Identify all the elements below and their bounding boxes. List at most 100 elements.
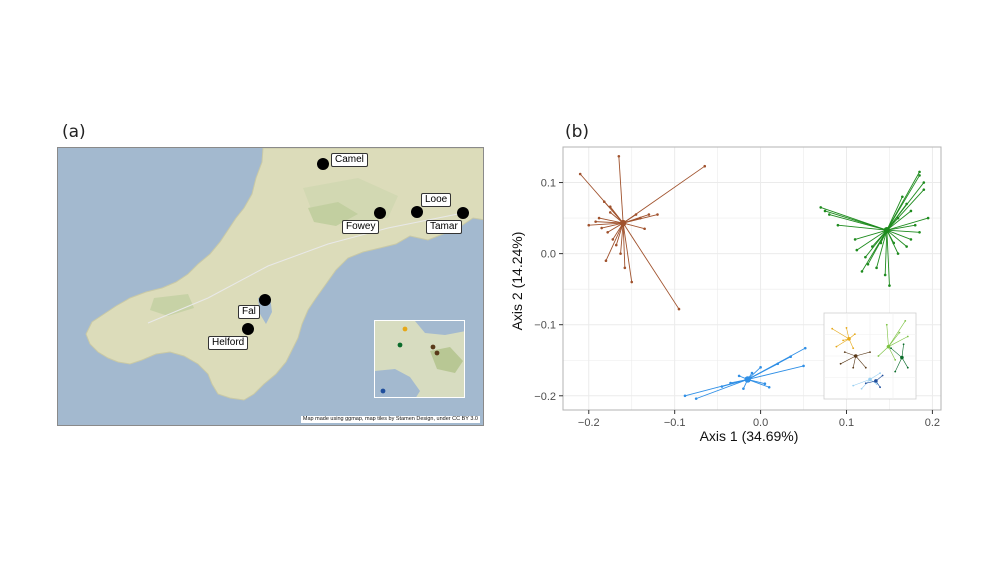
data-point-green: [864, 255, 867, 259]
inset-point: [852, 384, 855, 387]
inset-spoke: [878, 346, 889, 357]
data-point-brown: [619, 252, 622, 255]
spoke-line-green: [854, 229, 888, 240]
inset-point: [885, 323, 888, 326]
data-point-green: [823, 209, 827, 213]
inset-spoke: [901, 344, 904, 358]
inset-point: [898, 331, 901, 334]
inset-centroid: [874, 379, 878, 383]
data-point-brown: [703, 164, 707, 168]
spoke-line-blue: [696, 379, 748, 400]
spoke-line-brown: [588, 222, 624, 226]
data-point-green: [896, 216, 900, 220]
inset-centroid: [886, 344, 891, 349]
site-dot-tamar: [457, 207, 469, 219]
data-point-brown: [602, 200, 606, 204]
site-label-looe: Looe: [421, 193, 452, 207]
spoke-line-green: [856, 229, 888, 251]
data-point-green: [860, 270, 864, 273]
spoke-line-green: [886, 196, 903, 231]
data-point-green: [926, 216, 930, 220]
inset-point: [906, 366, 909, 369]
data-point-brown: [630, 280, 634, 284]
site-label-fowey: Fowey: [342, 220, 380, 234]
spoke-line-brown: [622, 222, 680, 310]
data-point-brown: [606, 230, 609, 234]
data-point-brown: [639, 216, 642, 220]
data-point-blue: [776, 362, 780, 366]
inset-spoke: [888, 336, 908, 347]
inset-point: [853, 333, 856, 336]
data-point-green: [888, 284, 891, 287]
data-point-blue: [694, 397, 698, 400]
y-axis-title: Axis 2 (14.24%): [509, 232, 525, 331]
inset-map: [374, 320, 465, 398]
data-point-green: [918, 174, 921, 177]
spoke-line-brown: [623, 222, 645, 230]
inset-point: [843, 351, 846, 353]
y-tick-label: −0.1: [534, 320, 556, 332]
x-axis-title: Axis 1 (34.69%): [700, 428, 799, 444]
x-tick-label: −0.2: [578, 417, 600, 429]
inset-spoke: [855, 351, 871, 357]
spoke-line-green: [876, 230, 888, 268]
panel-b-label: (b): [565, 122, 590, 142]
data-point-green: [875, 266, 878, 270]
data-point-brown: [611, 238, 615, 241]
inset-point: [879, 372, 881, 375]
data-point-green: [892, 241, 896, 245]
inset-spoke: [853, 379, 871, 386]
data-point-green: [922, 188, 926, 191]
data-point-green: [836, 223, 840, 227]
plot-panel-border: [562, 146, 942, 411]
inset-centroid: [900, 355, 904, 360]
site-dot-fowey: [374, 207, 386, 219]
inset-point: [869, 351, 871, 353]
spoke-line-green: [884, 230, 888, 275]
centroid-green: [883, 226, 891, 234]
data-point-blue: [789, 355, 792, 358]
inset-spoke: [890, 347, 903, 358]
inset-centroid: [847, 337, 851, 341]
data-point-brown: [594, 220, 597, 223]
data-point-brown: [587, 223, 591, 227]
inset-spoke: [832, 328, 850, 340]
spoke-line-brown: [615, 222, 624, 246]
data-point-green: [909, 238, 913, 241]
data-point-blue: [742, 387, 745, 390]
data-point-brown: [608, 205, 612, 209]
data-point-green: [918, 230, 921, 234]
centroid-brown: [619, 219, 627, 227]
inset-spoke: [855, 355, 867, 368]
data-point-green: [879, 241, 883, 245]
spoke-line-brown: [618, 156, 624, 224]
inset-point: [877, 355, 880, 357]
y-tick-label: 0.1: [541, 178, 556, 190]
panel-a-label: (a): [62, 122, 86, 142]
inset-point: [894, 370, 897, 373]
data-point-brown: [643, 227, 646, 231]
inset-spoke: [886, 324, 889, 347]
spoke-line-brown: [595, 221, 624, 224]
data-point-green: [819, 206, 823, 209]
x-tick-label: 0.2: [925, 417, 940, 429]
inset-point: [864, 382, 867, 385]
data-point-blue: [750, 371, 754, 375]
x-tick-label: 0.1: [839, 417, 854, 429]
spoke-line-brown: [598, 217, 624, 224]
inset-spoke: [846, 327, 850, 339]
inset-centroid: [868, 377, 872, 382]
inset-point: [902, 343, 905, 346]
spoke-line-green: [886, 210, 912, 231]
data-point-green: [909, 209, 913, 213]
spoke-line-brown: [620, 223, 624, 254]
site-label-camel: Camel: [331, 153, 368, 167]
data-point-blue: [759, 366, 762, 369]
data-point-blue: [729, 381, 732, 385]
data-point-green: [918, 170, 921, 174]
spoke-line-green: [886, 229, 907, 247]
data-point-blue: [720, 385, 724, 388]
data-point-brown: [647, 213, 651, 216]
map-credit: Map made using ggmap, map tiles by Stame…: [300, 416, 480, 423]
